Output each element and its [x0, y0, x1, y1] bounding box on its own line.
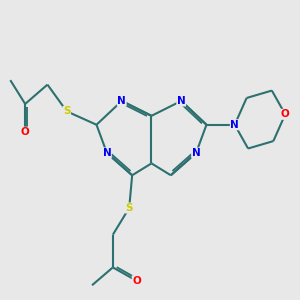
Text: O: O	[21, 127, 29, 137]
Text: O: O	[281, 109, 290, 119]
Text: N: N	[177, 96, 186, 106]
Text: S: S	[63, 106, 70, 116]
Text: S: S	[125, 203, 133, 213]
Text: N: N	[192, 148, 200, 158]
Text: N: N	[103, 148, 111, 158]
Text: N: N	[230, 120, 239, 130]
Text: N: N	[117, 96, 126, 106]
Text: O: O	[132, 276, 141, 286]
